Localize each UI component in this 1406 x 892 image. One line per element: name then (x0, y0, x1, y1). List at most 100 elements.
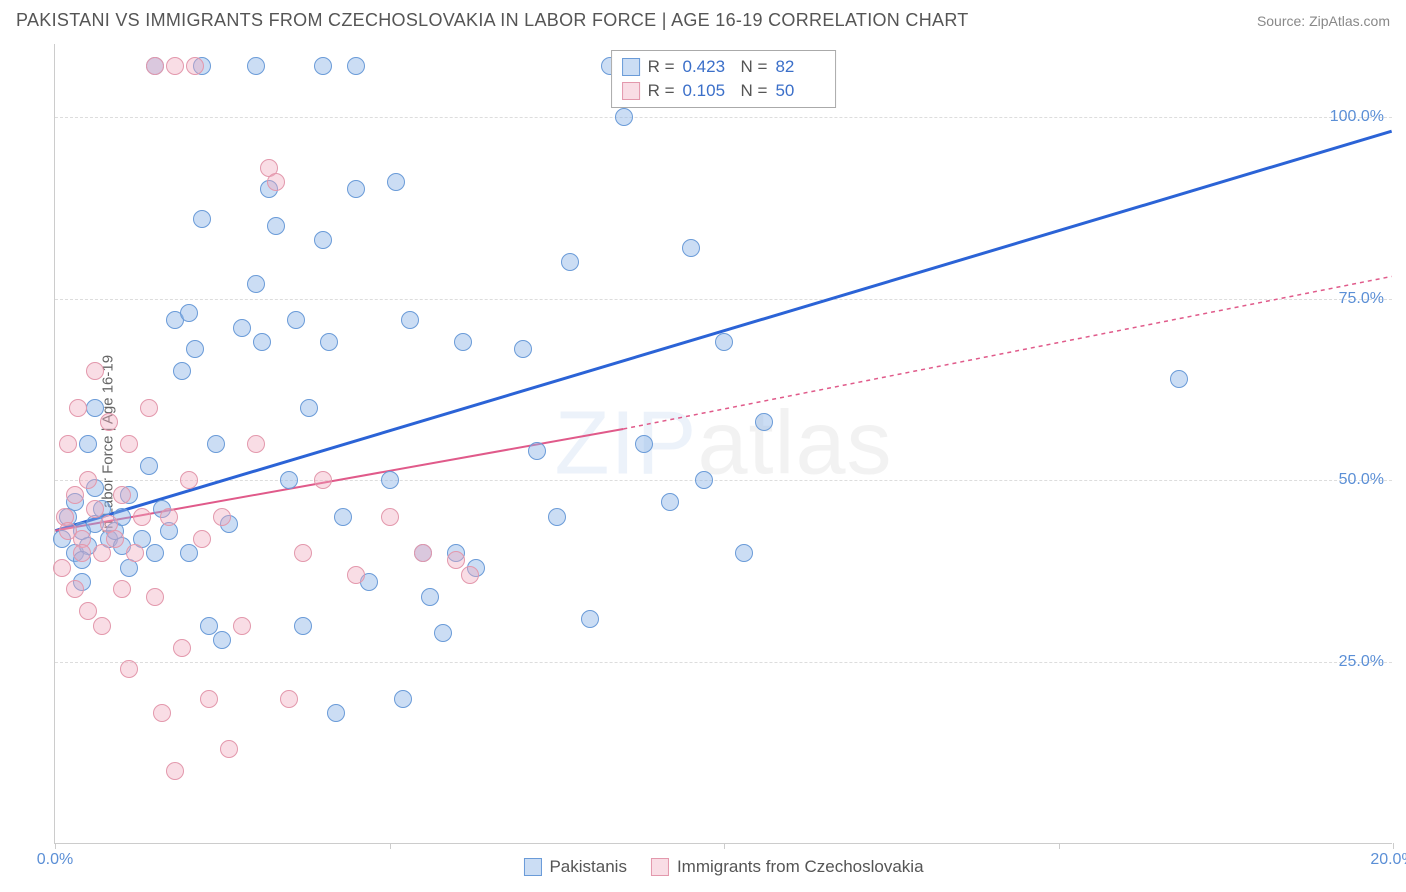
data-point (100, 413, 118, 431)
data-point (715, 333, 733, 351)
data-point (615, 108, 633, 126)
x-tick-label: 20.0% (1370, 851, 1406, 869)
gridline (55, 662, 1392, 663)
data-point (661, 493, 679, 511)
data-point (73, 544, 91, 562)
data-point (1170, 370, 1188, 388)
data-point (401, 311, 419, 329)
data-point (434, 624, 452, 642)
data-point (207, 435, 225, 453)
x-tick (390, 843, 391, 849)
data-point (267, 217, 285, 235)
stats-row: R =0.105N =50 (622, 79, 826, 103)
data-point (133, 508, 151, 526)
data-point (59, 435, 77, 453)
data-point (160, 508, 178, 526)
data-point (79, 435, 97, 453)
data-point (66, 486, 84, 504)
data-point (294, 544, 312, 562)
chart-title: PAKISTANI VS IMMIGRANTS FROM CZECHOSLOVA… (16, 10, 969, 31)
x-tick (1393, 843, 1394, 849)
data-point (421, 588, 439, 606)
data-point (153, 704, 171, 722)
data-point (69, 399, 87, 417)
data-point (695, 471, 713, 489)
data-point (200, 617, 218, 635)
data-point (113, 580, 131, 598)
data-point (327, 704, 345, 722)
data-point (166, 762, 184, 780)
legend-item: Pakistanis (523, 857, 626, 877)
data-point (287, 311, 305, 329)
y-tick-label: 75.0% (1339, 290, 1384, 308)
data-point (140, 457, 158, 475)
data-point (735, 544, 753, 562)
y-tick-label: 100.0% (1330, 108, 1384, 126)
data-point (86, 399, 104, 417)
data-point (120, 660, 138, 678)
data-point (755, 413, 773, 431)
gridline (55, 117, 1392, 118)
data-point (53, 559, 71, 577)
data-point (581, 610, 599, 628)
data-point (461, 566, 479, 584)
x-tick (55, 843, 56, 849)
data-point (120, 435, 138, 453)
data-point (79, 471, 97, 489)
data-point (193, 210, 211, 228)
data-point (548, 508, 566, 526)
x-tick (724, 843, 725, 849)
data-point (113, 486, 131, 504)
data-point (314, 231, 332, 249)
data-point (86, 500, 104, 518)
data-point (186, 340, 204, 358)
data-point (146, 544, 164, 562)
data-point (387, 173, 405, 191)
data-point (347, 566, 365, 584)
data-point (173, 362, 191, 380)
data-point (280, 690, 298, 708)
data-point (347, 180, 365, 198)
data-point (193, 530, 211, 548)
data-point (394, 690, 412, 708)
data-point (220, 740, 238, 758)
data-point (347, 57, 365, 75)
data-point (186, 57, 204, 75)
data-point (561, 253, 579, 271)
y-tick-label: 50.0% (1339, 471, 1384, 489)
data-point (180, 471, 198, 489)
y-tick-label: 25.0% (1339, 653, 1384, 671)
data-point (247, 275, 265, 293)
stats-legend: R =0.423N =82R =0.105N =50 (611, 50, 837, 108)
data-point (106, 530, 124, 548)
data-point (381, 508, 399, 526)
data-point (314, 57, 332, 75)
data-point (381, 471, 399, 489)
data-point (180, 544, 198, 562)
data-point (528, 442, 546, 460)
data-point (66, 580, 84, 598)
legend-item: Immigrants from Czechoslovakia (651, 857, 924, 877)
chart-area: ZIPatlas In Labor Force | Age 16-19 R =0… (54, 44, 1392, 844)
data-point (414, 544, 432, 562)
data-point (253, 333, 271, 351)
source-label: Source: ZipAtlas.com (1257, 13, 1390, 29)
data-point (267, 173, 285, 191)
gridline (55, 480, 1392, 481)
data-point (180, 304, 198, 322)
data-point (200, 690, 218, 708)
x-tick (1059, 843, 1060, 849)
data-point (247, 57, 265, 75)
data-point (166, 57, 184, 75)
data-point (146, 57, 164, 75)
data-point (173, 639, 191, 657)
data-point (213, 508, 231, 526)
data-point (140, 399, 158, 417)
data-point (300, 399, 318, 417)
data-point (93, 544, 111, 562)
data-point (233, 617, 251, 635)
data-point (447, 551, 465, 569)
data-point (682, 239, 700, 257)
data-point (454, 333, 472, 351)
data-point (233, 319, 251, 337)
